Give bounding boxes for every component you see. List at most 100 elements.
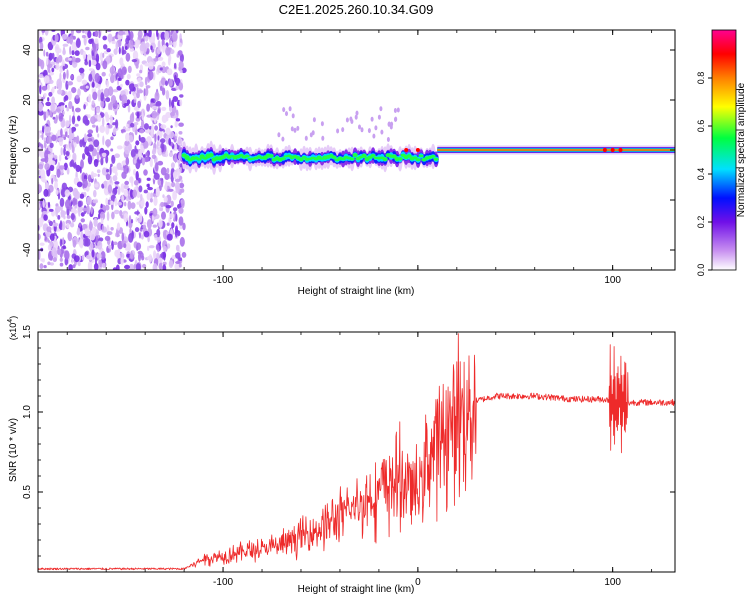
- x-tick-label: -100: [213, 275, 233, 286]
- noise-speckle: [134, 84, 138, 88]
- noise-speckle: [125, 52, 131, 62]
- noise-speckle: [57, 89, 63, 95]
- noise-speckle: [166, 222, 170, 226]
- noise-speckle: [91, 69, 96, 80]
- noise-speckle: [178, 131, 183, 135]
- noise-speckle: [170, 200, 174, 207]
- noise-speckle: [66, 215, 71, 219]
- noise-speckle: [165, 127, 171, 135]
- noise-speckle: [171, 222, 175, 229]
- noise-speckle: [148, 70, 154, 81]
- signal-outlier: [354, 114, 358, 120]
- noise-speckle: [168, 138, 172, 146]
- noise-speckle: [64, 189, 71, 198]
- noise-speckle: [89, 230, 96, 241]
- noise-speckle: [51, 52, 55, 59]
- signal-outlier: [296, 125, 300, 131]
- noise-speckle: [134, 39, 140, 49]
- noise-speckle: [81, 73, 85, 80]
- signal-band-patch: [361, 153, 367, 158]
- noise-speckle: [46, 57, 49, 66]
- noise-speckle: [58, 165, 65, 170]
- noise-speckle: [135, 140, 140, 146]
- noise-speckle: [87, 154, 93, 165]
- noise-speckle: [139, 136, 146, 143]
- noise-speckle: [58, 102, 65, 107]
- noise-speckle: [59, 238, 63, 247]
- noise-speckle: [69, 161, 73, 168]
- noise-speckle: [102, 52, 105, 58]
- noise-speckle: [142, 154, 146, 159]
- signal-band-patch: [430, 155, 436, 158]
- noise-speckle: [168, 42, 174, 46]
- noise-speckle: [142, 224, 147, 230]
- noise-speckle: [150, 192, 153, 199]
- noise-speckle: [162, 194, 165, 199]
- chart-title: C2E1.2025.260.10.34.G09: [279, 2, 434, 17]
- noise-speckle: [109, 114, 113, 125]
- noise-speckle: [160, 201, 165, 208]
- signal-band-patch: [244, 154, 250, 158]
- noise-speckle: [150, 45, 153, 50]
- noise-speckle: [124, 201, 127, 207]
- noise-speckle: [117, 77, 122, 81]
- noise-speckle: [82, 153, 86, 160]
- noise-speckle: [143, 123, 149, 130]
- noise-speckle: [141, 119, 145, 129]
- noise-speckle: [166, 167, 170, 174]
- noise-speckle: [117, 76, 120, 86]
- noise-speckle: [72, 199, 76, 204]
- noise-speckle: [71, 129, 74, 134]
- noise-speckle: [128, 83, 134, 90]
- signal-band-patch: [415, 158, 421, 162]
- noise-speckle: [92, 43, 96, 53]
- noise-speckle: [51, 177, 54, 185]
- noise-speckle: [137, 100, 142, 109]
- noise-speckle: [48, 220, 54, 227]
- colorbar-tick-label: 0.4: [696, 168, 706, 181]
- noise-speckle: [137, 89, 144, 94]
- noise-speckle: [86, 196, 92, 206]
- signal-outlier: [312, 117, 316, 123]
- noise-speckle: [59, 72, 62, 82]
- noise-speckle: [148, 245, 155, 249]
- noise-speckle: [146, 183, 150, 188]
- noise-speckle: [121, 171, 127, 179]
- noise-speckle: [128, 233, 134, 243]
- noise-speckle: [47, 97, 50, 102]
- noise-speckle: [57, 81, 62, 91]
- noise-speckle: [94, 72, 101, 83]
- noise-speckle: [51, 96, 55, 105]
- snr-panel: -100 0 100 0.5 1.0 1.5 Height of straight li…: [7, 316, 676, 595]
- noise-speckle: [158, 257, 163, 263]
- noise-speckle: [62, 71, 66, 80]
- noise-speckle: [87, 137, 93, 142]
- noise-speckle: [101, 71, 106, 77]
- noise-speckle: [136, 191, 141, 198]
- noise-speckle: [51, 67, 55, 73]
- signal-band-patch: [268, 154, 274, 158]
- noise-speckle: [137, 218, 140, 224]
- noise-speckle: [171, 181, 176, 188]
- noise-speckle: [74, 204, 78, 209]
- noise-speckle: [80, 159, 84, 169]
- signal-outlier: [396, 107, 400, 113]
- noise-speckle: [178, 66, 182, 71]
- noise-speckle: [143, 88, 146, 97]
- noise-speckle: [172, 190, 178, 201]
- noise-speckle: [55, 190, 59, 195]
- noise-speckle: [135, 263, 141, 270]
- noise-speckle: [180, 188, 185, 193]
- noise-speckle: [49, 164, 55, 171]
- noise-speckle: [110, 163, 113, 167]
- signal-outlier: [288, 106, 292, 112]
- noise-speckle: [61, 220, 66, 231]
- noise-speckle: [138, 185, 143, 193]
- noise-speckle: [159, 45, 162, 52]
- colorbar-gradient: [711, 29, 737, 271]
- noise-speckle: [133, 180, 139, 186]
- noise-speckle: [166, 233, 173, 241]
- noise-speckle: [40, 59, 45, 70]
- noise-speckle: [125, 128, 131, 132]
- noise-speckle: [161, 61, 166, 67]
